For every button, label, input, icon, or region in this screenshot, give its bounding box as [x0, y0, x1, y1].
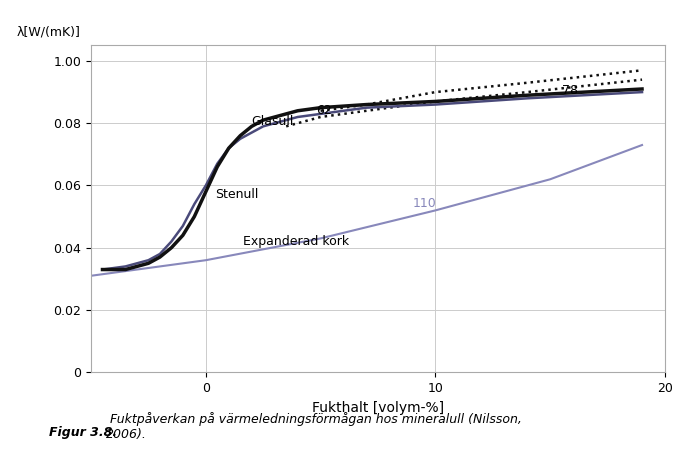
- Text: 62: 62: [316, 104, 332, 117]
- X-axis label: Fukthalt [volym-%]: Fukthalt [volym-%]: [312, 400, 444, 415]
- Text: 78: 78: [561, 84, 577, 97]
- Text: Fuktpåverkan på värmeledningsförmågan hos mineralull (Nilsson,
2006).: Fuktpåverkan på värmeledningsförmågan ho…: [106, 412, 522, 441]
- Text: 110: 110: [412, 197, 436, 210]
- Text: λ[W/(mK)]: λ[W/(mK)]: [16, 26, 80, 39]
- Text: Expanderad kork: Expanderad kork: [242, 235, 349, 247]
- Text: Glasull: Glasull: [252, 115, 294, 128]
- Text: Figur 3.8.: Figur 3.8.: [49, 426, 117, 439]
- Text: Stenull: Stenull: [215, 188, 258, 201]
